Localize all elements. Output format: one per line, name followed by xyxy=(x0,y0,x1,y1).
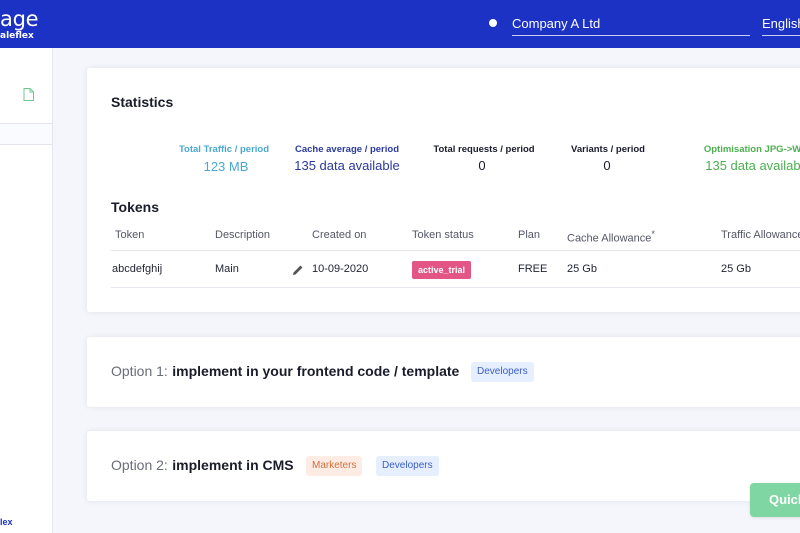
sidebar-item-active[interactable] xyxy=(0,123,52,145)
stat-label-cache: Cache average / period xyxy=(294,144,400,155)
stat-label-variants: Variants / period xyxy=(571,144,645,155)
top-bar: age aleflex Company A Ltd English xyxy=(0,0,800,48)
stat-value-variants: 0 xyxy=(603,158,611,173)
language-select[interactable]: English xyxy=(762,14,800,36)
token-cache-allowance: 25 Gb xyxy=(567,263,597,275)
statistics-title: Statistics xyxy=(111,94,174,110)
marketers-tag: Marketers xyxy=(306,456,363,476)
cache-allowance-asterisk: * xyxy=(651,229,655,239)
option-1-prefix: Option 1: xyxy=(111,363,168,379)
stat-label-requests: Total requests / period xyxy=(433,144,535,155)
company-select[interactable]: Company A Ltd xyxy=(512,14,750,36)
sidebar-footer-text: lex xyxy=(0,517,13,527)
token-plan: FREE xyxy=(518,263,548,275)
status-dot-icon xyxy=(489,19,497,27)
quick-start-button[interactable]: Quick xyxy=(750,483,800,517)
option-1-card[interactable]: Option 1: implement in your frontend cod… xyxy=(87,337,800,407)
token-traffic-allowance: 25 Gb xyxy=(721,263,751,275)
token-value: abcdefghij xyxy=(112,263,163,275)
column-header-plan: Plan xyxy=(518,229,541,241)
column-header-cache-allowance: Cache Allowance* xyxy=(567,229,655,245)
pencil-icon[interactable] xyxy=(292,263,304,281)
stat-value-requests: 0 xyxy=(478,158,486,173)
developers-tag: Developers xyxy=(471,362,534,382)
column-header-created-on: Created on xyxy=(312,229,367,241)
column-header-description: Description xyxy=(215,229,271,241)
column-header-token-status: Token status xyxy=(412,229,474,241)
token-description: Main xyxy=(215,263,239,275)
option-1-text: implement in your frontend code / templa… xyxy=(172,363,460,379)
option-2-heading: Option 2: implement in CMS xyxy=(111,457,294,475)
statistics-card: Statistics Total Traffic / period 123 MB… xyxy=(87,68,800,312)
stat-value-optimisation: 135 data available xyxy=(705,158,800,173)
logo-subtext: aleflex xyxy=(0,31,34,41)
column-header-token: Token xyxy=(115,229,145,241)
stat-value-cache: 135 data available xyxy=(294,158,400,173)
developers-tag: Developers xyxy=(376,456,439,476)
sidebar: lex xyxy=(0,48,53,533)
table-divider xyxy=(111,287,800,288)
stat-label-optimisation: Optimisation JPG->Web xyxy=(703,144,800,155)
logo-text[interactable]: age xyxy=(0,7,39,31)
tokens-title: Tokens xyxy=(111,199,159,215)
option-2-card[interactable]: Option 2: implement in CMS Marketers Dev… xyxy=(87,431,800,501)
document-icon[interactable] xyxy=(23,88,34,106)
token-created-on: 10-09-2020 xyxy=(312,263,369,275)
token-status-badge: active_trial xyxy=(412,261,472,279)
table-divider xyxy=(111,250,800,251)
column-header-traffic-allowance: Traffic Allowance xyxy=(721,229,800,241)
option-1-heading: Option 1: implement in your frontend cod… xyxy=(111,363,459,381)
stat-value-traffic: 123 MB xyxy=(203,159,249,174)
option-2-prefix: Option 2: xyxy=(111,457,168,473)
option-2-text: implement in CMS xyxy=(172,457,294,473)
stat-label-traffic: Total Traffic / period xyxy=(178,144,270,155)
